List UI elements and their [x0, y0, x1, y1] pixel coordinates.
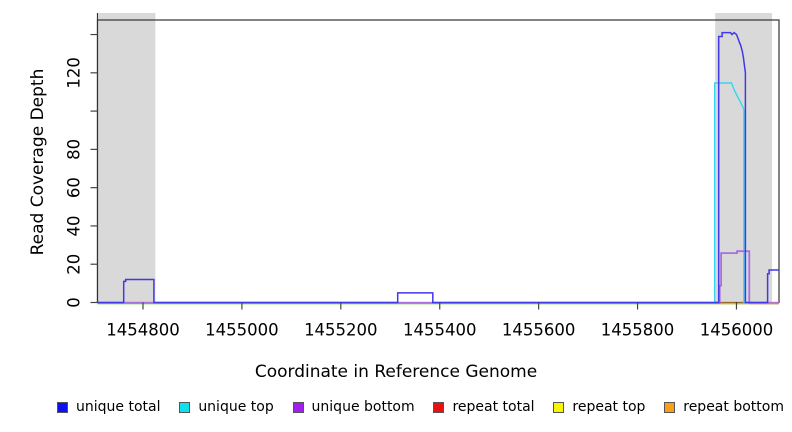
x-tick-label: 1455000 — [205, 321, 279, 340]
legend-item-label: repeat top — [572, 399, 646, 415]
legend-swatch-icon — [553, 401, 565, 413]
legend-item-unique-top: unique top — [179, 399, 274, 415]
shaded-region-1 — [98, 13, 156, 303]
legend-item-repeat-bottom: repeat bottom — [664, 399, 784, 415]
x-tick-label: 1454800 — [106, 321, 180, 340]
legend-item-label: repeat bottom — [683, 399, 784, 415]
y-tick-label: 120 — [65, 57, 84, 89]
y-tick-label: 80 — [65, 139, 84, 160]
legend-item-unique-total: unique total — [57, 399, 160, 415]
legend-item-repeat-top: repeat top — [553, 399, 645, 415]
y-tick-label: 0 — [65, 297, 84, 308]
y-tick-label: 20 — [65, 254, 84, 275]
legend-item-repeat-total: repeat total — [433, 399, 535, 415]
series-line-unique-top — [97, 82, 779, 304]
series-line-unique-total — [97, 31, 779, 304]
legend-swatch-icon — [433, 401, 445, 413]
legend-item-unique-bottom: unique bottom — [292, 399, 415, 415]
x-tick-label: 1455400 — [403, 321, 477, 340]
legend-swatch-icon — [57, 401, 68, 413]
legend-item-label: unique top — [198, 399, 274, 415]
x-tick-label: 1455800 — [601, 321, 675, 340]
legend-item-label: unique total — [76, 399, 161, 415]
x-tick-label: 1455200 — [304, 321, 378, 340]
legend-item-label: repeat total — [452, 399, 535, 415]
y-tick-label: 60 — [65, 177, 84, 198]
y-axis-label: Read Coverage Depth — [28, 68, 48, 256]
series-line-unique-bottom — [97, 250, 779, 304]
legend-swatch-icon — [179, 401, 191, 413]
legend-swatch-icon — [664, 401, 676, 413]
plot-box — [96, 19, 780, 304]
y-tick-label: 40 — [65, 215, 84, 236]
x-tick-label: 1456000 — [700, 321, 774, 340]
x-axis-label: Coordinate in Reference Genome — [254, 362, 538, 382]
x-tick-label: 1455600 — [502, 321, 576, 340]
legend-item-label: unique bottom — [311, 399, 415, 415]
legend-swatch-icon — [292, 401, 304, 413]
legend: unique total unique top unique bottom repea… — [57, 399, 784, 415]
